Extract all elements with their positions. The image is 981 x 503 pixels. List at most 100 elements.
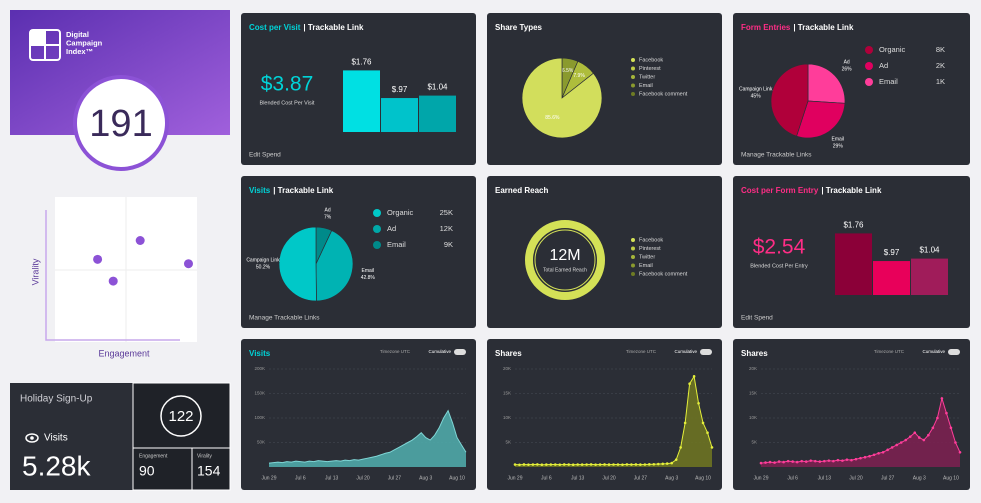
legend-swatch: [631, 75, 635, 79]
toggle-label: Timezone UTC: [874, 349, 905, 354]
panel: [733, 339, 970, 490]
legend-swatch: [373, 209, 381, 217]
data-point: [940, 397, 944, 400]
engagement-label: Engagement: [139, 453, 168, 459]
legend-label: Twitter: [639, 74, 655, 80]
bar-label: $1.76: [843, 221, 864, 230]
y-tick-label: 5K: [751, 440, 757, 445]
y-tick-label: 200K: [254, 366, 265, 371]
x-tick-label: Jun 29: [753, 475, 768, 481]
eye-icon: [25, 433, 39, 443]
y-tick-label: 100K: [254, 415, 265, 420]
toggle-label: Timezone UTC: [380, 349, 411, 354]
area-fill: [269, 410, 466, 467]
legend-label: Pinterest: [639, 66, 661, 72]
slice-category: Ad: [324, 208, 330, 214]
data-point: [904, 438, 908, 442]
engagement-value: 90: [139, 463, 155, 479]
data-point: [612, 463, 615, 466]
data-point: [863, 455, 867, 459]
data-point: [562, 463, 566, 466]
slice-label: 7%: [324, 215, 332, 221]
virality-label: Virality: [197, 453, 212, 459]
slice-label: 7.9%: [573, 73, 585, 79]
data-point: [648, 463, 651, 466]
metric-value: 5.28k: [22, 450, 91, 481]
kpi-label: Blended Cost Per Entry: [750, 263, 808, 269]
data-point: [625, 463, 629, 466]
legend-label: Email: [639, 263, 653, 269]
data-point: [881, 451, 885, 454]
panel: [487, 176, 722, 328]
data-point: [854, 457, 858, 461]
y-tick-label: 5K: [505, 440, 511, 445]
toggle[interactable]: [948, 349, 960, 355]
data-point: [545, 463, 548, 466]
data-point: [634, 463, 638, 466]
toggle[interactable]: [454, 349, 466, 355]
kpi-label: Total Earned Reach: [543, 267, 587, 273]
bar: [873, 261, 910, 295]
legend-label: Facebook: [639, 237, 663, 243]
kpi: 12M: [549, 247, 580, 264]
x-tick-label: Jul 6: [541, 475, 552, 481]
data-point: [949, 426, 953, 430]
data-point: [665, 462, 669, 465]
x-tick-label: Aug 10: [695, 475, 711, 481]
legend-label: Facebook comment: [639, 271, 688, 277]
slice-category: Campaign Link: [739, 86, 773, 92]
data-point: [531, 463, 535, 466]
scatter-point: [93, 254, 103, 264]
data-point: [841, 459, 844, 462]
data-point: [540, 463, 544, 466]
data-point: [518, 463, 521, 467]
panel-subtitle: | Trackable Link: [821, 186, 882, 195]
data-point: [859, 456, 862, 460]
legend-swatch: [631, 58, 635, 62]
panel-title: Visits: [249, 349, 271, 358]
legend-swatch: [631, 246, 635, 251]
toggle[interactable]: [700, 349, 712, 355]
data-point: [954, 441, 957, 444]
y-tick-label: 15K: [749, 391, 757, 396]
panel-title: Visits: [249, 186, 271, 195]
panel-footer: Manage Trackable Links: [249, 315, 320, 322]
y-tick-label: 15K: [503, 391, 511, 396]
x-tick-label: Jul 20: [849, 475, 863, 481]
legend-swatch: [631, 263, 635, 268]
data-point: [630, 463, 633, 466]
legend-value: 25K: [440, 208, 453, 217]
data-point: [598, 463, 602, 466]
data-point: [679, 446, 682, 449]
legend-label: Email: [879, 77, 898, 86]
pie-slice: [315, 230, 354, 302]
bar-label: $1.04: [427, 83, 448, 92]
data-point: [922, 438, 926, 442]
legend-label: Email: [639, 83, 653, 89]
bar-label: $.97: [392, 85, 408, 94]
scatter-point: [183, 259, 193, 269]
data-point: [832, 459, 835, 463]
slice-label: 42.8%: [361, 275, 376, 281]
panel-footer: Edit Spend: [741, 315, 773, 322]
panel-title: Earned Reach: [495, 186, 548, 195]
metric-label: Visits: [44, 433, 68, 444]
data-point: [890, 446, 894, 449]
x-tick-label: Jul 20: [356, 475, 370, 481]
score-ring: [160, 395, 202, 437]
x-tick-label: Jul 27: [388, 475, 402, 481]
x-tick-label: Jun 29: [507, 475, 522, 481]
x-tick-label: Aug 3: [913, 475, 926, 481]
data-point: [701, 421, 705, 425]
data-point: [576, 463, 579, 466]
bar-label: $1.76: [351, 58, 372, 67]
x-tick-label: Jun 29: [261, 475, 276, 481]
data-point: [777, 460, 781, 463]
x-tick-label: Jul 13: [818, 475, 832, 481]
slice-category: Email: [362, 268, 375, 274]
data-point: [571, 463, 575, 466]
data-point: [603, 463, 606, 466]
panel-title: Share Types: [495, 23, 543, 32]
panel-subtitle: | Trackable Link: [793, 23, 854, 32]
